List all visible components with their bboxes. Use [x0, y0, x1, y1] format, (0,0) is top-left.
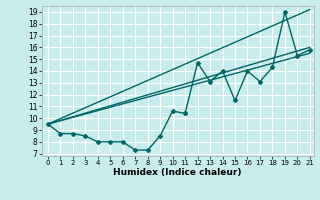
X-axis label: Humidex (Indice chaleur): Humidex (Indice chaleur) — [113, 168, 242, 177]
